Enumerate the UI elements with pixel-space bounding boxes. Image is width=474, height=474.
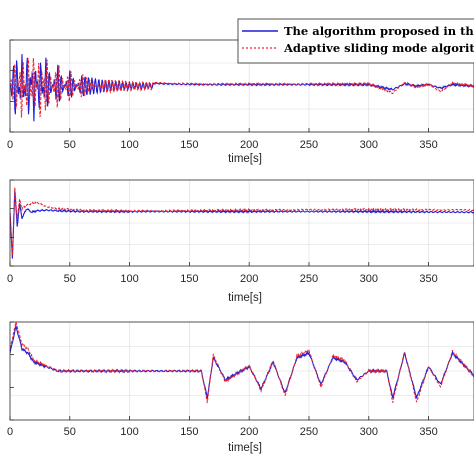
legend-box [237,18,474,64]
x-tick-label: 150 [180,426,198,438]
series-line-adaptive [10,322,474,404]
x-tick-label: 350 [419,139,437,151]
x-tick-label: 50 [64,273,76,285]
x-tick-label: 100 [120,139,138,151]
x-tick-label: 250 [300,139,318,151]
x-tick-label: 300 [360,273,378,285]
x-tick-label: 300 [360,139,378,151]
grid-3 [10,322,474,420]
x-tick-label: 0 [7,273,13,285]
x-tick-label: 0 [7,426,13,438]
x-tick-label: 200 [240,426,258,438]
x-tick-label: 50 [64,426,76,438]
x-tick-label: 100 [120,426,138,438]
panel-3: 0 50 100 150 200 250 300 350 time[s] [7,321,474,454]
series-line-adaptive [10,57,474,118]
axes-box-3 [9,321,474,421]
x-axis-label: time[s] [228,153,262,165]
grid-2 [10,180,474,266]
x-tick-label: 200 [240,139,258,151]
x-tick-label: 200 [240,273,258,285]
x-tick-label: 50 [64,139,76,151]
x-axis-label: time[s] [228,292,262,304]
panels: 0 50 100 150 200 250 300 350 time[s] 0 50 100 150 200… [7,39,474,454]
x-axis-label: time[s] [228,442,262,454]
x-tick-label: 350 [419,426,437,438]
series-line-adaptive [10,187,474,256]
axes-box-2 [9,179,474,267]
x-tick-label: 300 [360,426,378,438]
x-tick-label: 150 [180,273,198,285]
legend: The algorithm proposed in this paper Ada… [237,18,474,64]
legend-label-proposed: The algorithm proposed in this paper [284,24,474,38]
x-tick-label: 250 [300,273,318,285]
x-tick-label: 350 [419,273,437,285]
x-tick-label: 250 [300,426,318,438]
legend-label-adaptive: Adaptive sliding mode algorithm [283,41,474,55]
x-tick-label: 0 [7,139,13,151]
panel-2: 0 50 100 150 200 250 300 350 time[s] [7,179,474,304]
x-tick-label: 150 [180,139,198,151]
x-tick-label: 100 [120,273,138,285]
